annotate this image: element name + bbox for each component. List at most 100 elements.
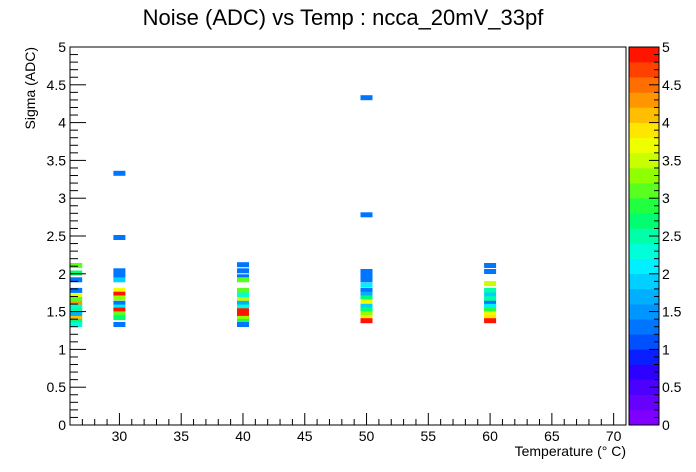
y-tick-label: 5 <box>58 39 66 55</box>
heatmap-cell <box>360 273 373 279</box>
heatmap-cell <box>237 287 249 293</box>
heatmap-cell <box>360 311 373 317</box>
heatmap-cell <box>484 296 497 302</box>
heatmap-cell <box>360 287 373 293</box>
z-tick-label: 1.5 <box>662 304 682 320</box>
plot-frame <box>69 46 627 426</box>
y-tick-label: 2 <box>58 266 66 282</box>
heatmap-cell <box>484 303 497 309</box>
y-tick-label: 1.5 <box>47 304 67 320</box>
y-tick-label: 4.5 <box>47 77 67 93</box>
x-tick-label: 40 <box>235 428 251 444</box>
heatmap-cell <box>484 287 497 293</box>
heatmap-cell <box>484 292 497 298</box>
color-bar-segment <box>629 77 659 93</box>
y-tick-label: 0.5 <box>47 379 67 395</box>
color-bar-segment <box>629 243 659 259</box>
z-tick-label: 4 <box>662 115 670 131</box>
heatmap-cell <box>360 95 373 101</box>
x-tick-label: 55 <box>421 428 437 444</box>
x-tick-label: 65 <box>544 428 560 444</box>
heatmap-cell <box>70 287 83 293</box>
y-tick-label: 0 <box>58 417 66 433</box>
y-tick-label: 3 <box>58 190 66 206</box>
x-tick-label: 35 <box>173 428 189 444</box>
heatmap-cell <box>237 318 249 324</box>
color-bar-segment <box>629 304 659 320</box>
cell-layer <box>70 95 497 327</box>
color-bar-segment <box>629 198 659 214</box>
heatmap-cell <box>70 263 83 268</box>
heatmap-cell <box>70 308 83 314</box>
color-bar-segment <box>629 258 659 275</box>
heatmap-cell <box>70 318 83 324</box>
z-tick-label: 2.5 <box>662 228 682 244</box>
heatmap-cell <box>484 314 497 320</box>
y-tick-label: 2.5 <box>47 228 67 244</box>
color-bar-segment <box>629 349 659 365</box>
heatmap-cell <box>237 268 249 274</box>
heatmap-cell <box>484 269 497 274</box>
color-bar-segment <box>629 152 659 169</box>
x-tick-label: 45 <box>297 428 313 444</box>
heatmap-cell <box>360 212 373 218</box>
heatmap-cell <box>237 292 249 298</box>
color-scale-bar: 0 0.5 1 1.5 2 2.5 3 3.5 4 4.5 5 <box>628 39 682 433</box>
heatmap-cell <box>237 300 249 306</box>
axes-layer: 30 35 40 45 50 55 60 65 70 0 0.5 1 1.5 2 2.5 3 3.5 4 4.5 5 <box>47 39 627 444</box>
heatmap-cell <box>237 262 249 268</box>
z-tick-label: 0 <box>662 417 670 433</box>
heatmap-cell <box>113 295 126 301</box>
heatmap-cell <box>360 307 373 313</box>
heatmap-cell <box>113 170 126 176</box>
color-bar-segment <box>629 122 659 139</box>
heatmap-cell <box>237 322 249 327</box>
chart-title: Noise (ADC) vs Temp : ncca_20mV_33pf <box>143 5 545 30</box>
heatmap-cell <box>360 291 373 297</box>
x-tick-label: 60 <box>482 428 498 444</box>
heatmap-cell <box>484 307 497 313</box>
color-bar-segment <box>629 47 659 63</box>
y-tick-label: 4 <box>58 115 66 131</box>
heatmap-cell <box>113 322 126 327</box>
color-bar-segment <box>629 167 659 184</box>
color-bar-segment <box>629 228 659 244</box>
heatmap-cell <box>360 299 373 305</box>
heatmap-cell <box>360 315 373 321</box>
heatmap-cell <box>113 272 126 278</box>
heatmap-cell <box>70 297 83 302</box>
heatmap-cell <box>70 293 83 299</box>
heatmap-cell <box>237 315 249 321</box>
z-tick-label: 2 <box>662 266 670 282</box>
color-bar-segment <box>629 409 659 426</box>
color-bar-segment <box>629 394 659 411</box>
color-bar-segment <box>629 379 659 396</box>
heatmap-cell <box>113 300 126 306</box>
heatmap-cell <box>113 268 126 274</box>
heatmap-cell <box>360 269 373 274</box>
heatmap-cell <box>237 277 249 283</box>
color-bar-segment <box>629 107 659 123</box>
color-bar-segment <box>629 92 659 108</box>
color-bar-segment <box>629 319 659 335</box>
x-axis-label: Temperature (° C) <box>515 443 626 459</box>
heatmap-cell <box>237 312 249 318</box>
heatmap-cell <box>113 307 126 313</box>
color-bar-segment <box>629 213 659 229</box>
heatmap-cell <box>237 304 249 310</box>
heatmap-cell <box>113 311 126 317</box>
z-tick-label: 4.5 <box>662 77 682 93</box>
heatmap-cell <box>360 318 373 324</box>
heatmap-cell <box>70 270 83 276</box>
z-tick-label: 1 <box>662 341 670 357</box>
heatmap-cell <box>70 277 83 283</box>
heatmap-cell <box>484 281 497 287</box>
heatmap-cell <box>237 297 249 302</box>
heatmap-cell <box>237 308 249 314</box>
heatmap-cell <box>70 304 83 310</box>
heatmap-cell <box>484 318 497 324</box>
heatmap-cell <box>484 263 497 268</box>
heatmap-cell <box>113 287 126 293</box>
color-bar-segment <box>629 334 659 350</box>
